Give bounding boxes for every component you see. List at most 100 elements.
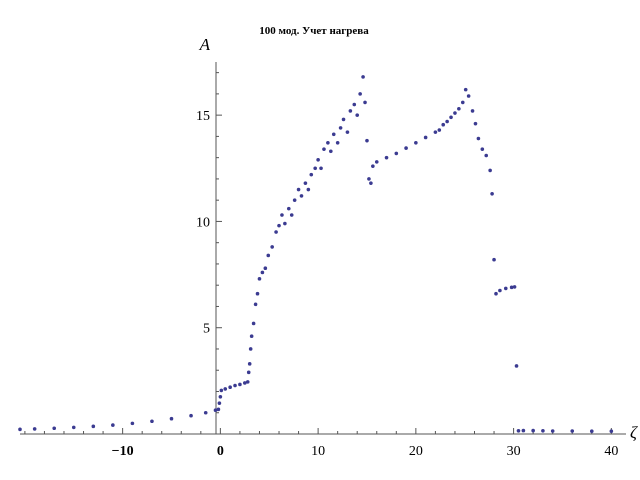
data-point xyxy=(319,166,323,171)
data-point xyxy=(233,383,237,388)
data-point xyxy=(322,147,326,151)
data-point xyxy=(394,151,399,156)
y-tick-label: 10 xyxy=(196,215,210,230)
data-point xyxy=(358,92,362,96)
data-point xyxy=(445,119,449,124)
data-point xyxy=(218,395,223,399)
data-point xyxy=(521,428,526,433)
data-point xyxy=(189,413,193,418)
data-point xyxy=(492,257,496,262)
data-point xyxy=(550,429,555,433)
data-point xyxy=(460,100,465,105)
data-point xyxy=(306,187,311,192)
data-point xyxy=(490,191,494,196)
y-tick-label: 5 xyxy=(203,322,210,337)
chart-title: 100 мод. Учет нагрева xyxy=(259,25,369,37)
data-point xyxy=(463,87,468,92)
data-point xyxy=(18,427,22,432)
x-tick-label: 0 xyxy=(217,444,224,459)
data-point xyxy=(570,429,575,433)
data-point xyxy=(449,115,453,120)
data-point xyxy=(245,380,250,384)
data-point xyxy=(309,172,314,177)
data-point xyxy=(367,177,371,181)
data-point xyxy=(266,253,271,258)
data-point xyxy=(531,428,535,433)
y-axis-ticks: 5 10 15 xyxy=(196,72,222,414)
data-point xyxy=(331,132,336,137)
data-point xyxy=(216,407,221,412)
data-point xyxy=(437,128,442,132)
data-point xyxy=(253,302,258,307)
data-point xyxy=(512,285,517,289)
data-point xyxy=(480,147,485,151)
data-point xyxy=(246,370,251,375)
data-point xyxy=(248,347,253,351)
data-point xyxy=(453,111,457,115)
data-point xyxy=(280,213,284,217)
data-point xyxy=(509,285,514,290)
data-point xyxy=(423,135,428,140)
data-point xyxy=(238,382,242,387)
x-tick-label: 10 xyxy=(311,444,325,459)
data-point xyxy=(374,160,379,164)
data-point xyxy=(111,423,115,427)
data-point xyxy=(503,286,508,291)
data-point xyxy=(363,100,367,105)
data-point xyxy=(292,198,297,202)
x-tick-label: 40 xyxy=(604,444,618,459)
data-point xyxy=(32,427,37,431)
data-point xyxy=(498,288,502,293)
data-point xyxy=(270,245,274,249)
data-point xyxy=(249,334,254,339)
x-tick-label: 30 xyxy=(507,444,521,459)
data-point xyxy=(457,106,461,111)
data-point xyxy=(277,223,281,228)
data-point xyxy=(150,419,154,424)
x-tick-label: 20 xyxy=(409,444,423,459)
data-point xyxy=(348,109,353,113)
data-point xyxy=(355,113,360,117)
data-point xyxy=(473,121,478,126)
data-point xyxy=(371,164,375,168)
data-point xyxy=(274,230,278,234)
data-point xyxy=(516,429,521,433)
data-point xyxy=(263,266,268,270)
data-point xyxy=(352,102,357,107)
data-point xyxy=(213,408,218,412)
data-point xyxy=(326,140,330,145)
data-point xyxy=(361,75,365,79)
data-point xyxy=(243,381,247,385)
data-point xyxy=(476,136,481,141)
data-point xyxy=(219,388,224,393)
x-tick-label: −10 xyxy=(112,444,134,459)
data-point xyxy=(484,153,489,158)
data-point xyxy=(414,140,418,145)
data-point xyxy=(404,146,408,150)
data-point xyxy=(299,194,304,198)
data-point xyxy=(257,277,262,281)
data-point xyxy=(303,181,308,185)
data-point xyxy=(384,155,389,160)
data-point xyxy=(283,221,287,226)
data-point xyxy=(441,122,446,127)
x-axis-label: ζ xyxy=(630,423,638,442)
data-point xyxy=(289,213,294,217)
data-point xyxy=(514,364,519,368)
data-point xyxy=(345,130,350,134)
data-point xyxy=(365,138,369,143)
data-point xyxy=(203,410,208,415)
data-point xyxy=(223,387,228,391)
data-point xyxy=(228,385,232,390)
data-point xyxy=(589,429,594,434)
data-point xyxy=(609,429,614,434)
data-point xyxy=(296,187,301,192)
data-series xyxy=(18,75,614,434)
data-point xyxy=(313,166,317,171)
data-point xyxy=(369,181,373,185)
data-point xyxy=(488,168,492,173)
data-point xyxy=(470,109,475,113)
data-point xyxy=(91,424,96,429)
data-point xyxy=(52,426,57,431)
